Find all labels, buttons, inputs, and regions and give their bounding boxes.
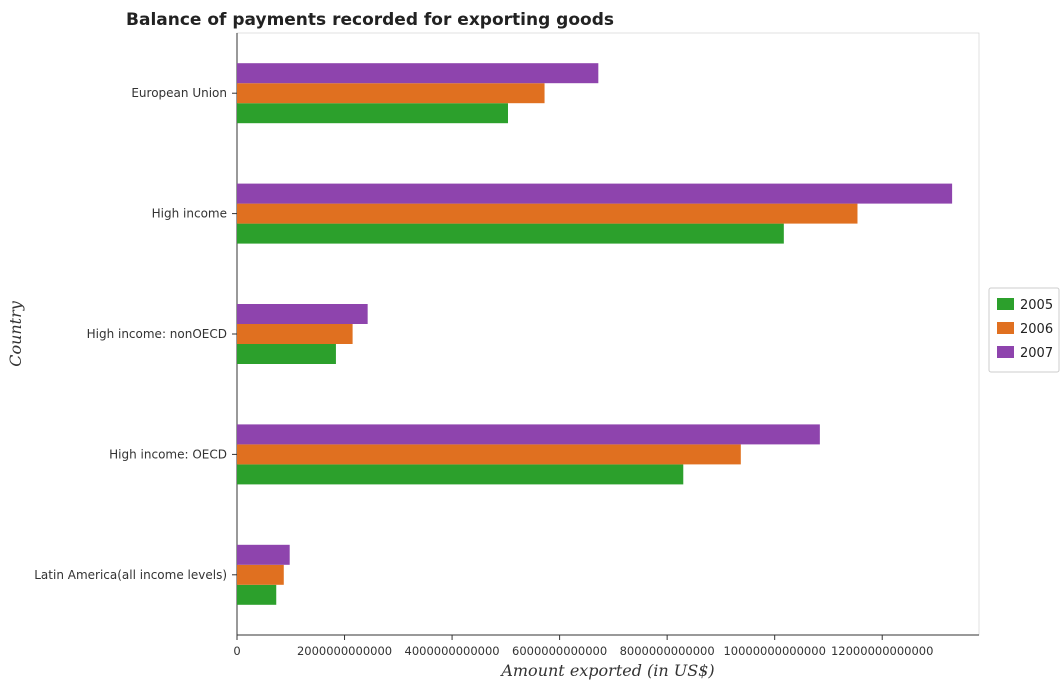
bar-2006-4 bbox=[237, 564, 284, 585]
x-ticks-group: 0 2000000000000 4000000000000 6000000000000… bbox=[233, 635, 933, 658]
y-category-label: Latin America(all income levels) bbox=[34, 568, 227, 582]
y-category-label: High income: nonOECD bbox=[87, 327, 227, 341]
legend-label-2007: 2007 bbox=[1020, 346, 1053, 361]
y-category-label: European Union bbox=[131, 86, 227, 100]
chart-title: Balance of payments recorded for exporti… bbox=[126, 10, 614, 30]
x-tick-label: 6000000000000 bbox=[512, 644, 607, 658]
legend-label-2005: 2005 bbox=[1020, 298, 1053, 313]
plot-area: 0 2000000000000 4000000000000 6000000000000… bbox=[34, 32, 980, 658]
bar-2005-3 bbox=[237, 464, 684, 485]
bars-group bbox=[237, 63, 953, 605]
bar-2005-0 bbox=[237, 103, 508, 124]
bar-2006-3 bbox=[237, 444, 741, 465]
y-category-label: High income: OECD bbox=[109, 447, 227, 461]
x-tick-label: 4000000000000 bbox=[405, 644, 500, 658]
x-tick-label: 0 bbox=[233, 644, 240, 658]
bar-2007-4 bbox=[237, 544, 290, 565]
x-axis-title: Amount exported (in US$) bbox=[499, 661, 714, 680]
bar-2006-0 bbox=[237, 83, 545, 104]
x-tick-label: 2000000000000 bbox=[297, 644, 392, 658]
legend-label-2006: 2006 bbox=[1020, 322, 1053, 337]
legend: 2005 2006 2007 bbox=[988, 287, 1060, 373]
x-tick-label: 8000000000000 bbox=[620, 644, 715, 658]
bar-2007-1 bbox=[237, 183, 953, 204]
y-axis-title: Country bbox=[6, 300, 25, 367]
bar-2005-4 bbox=[237, 584, 277, 605]
bar-2007-2 bbox=[237, 304, 368, 324]
bar-2005-2 bbox=[237, 344, 336, 364]
plot-frame bbox=[236, 32, 980, 636]
x-tick-label: 12000000000000 bbox=[831, 644, 933, 658]
legend-swatch-2005 bbox=[997, 298, 1014, 310]
bar-2007-0 bbox=[237, 63, 599, 84]
bar-2005-1 bbox=[237, 223, 784, 244]
bar-2006-1 bbox=[237, 203, 858, 224]
y-categories-group: European Union High income High income: no… bbox=[34, 86, 237, 582]
bar-2006-2 bbox=[237, 324, 353, 344]
legend-swatch-2006 bbox=[997, 322, 1014, 334]
x-tick-label: 10000000000000 bbox=[723, 644, 825, 658]
y-category-label: High income bbox=[152, 207, 227, 221]
bar-2007-3 bbox=[237, 424, 820, 445]
legend-swatch-2007 bbox=[997, 346, 1014, 358]
